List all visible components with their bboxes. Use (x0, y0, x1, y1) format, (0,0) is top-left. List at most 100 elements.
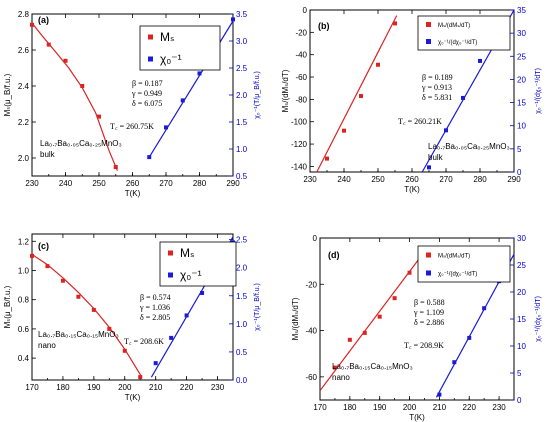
data-point (60, 278, 65, 283)
exponent-label: β = 0.187 (132, 79, 163, 88)
y2-tick-label: 2.0 (236, 91, 248, 100)
x-tick-label: 200 (403, 403, 417, 412)
sample-label: bulk (428, 153, 444, 162)
data-point (63, 58, 68, 63)
exponent-label: β = 0.588 (414, 298, 445, 307)
legend-label: Mₛ/(dMₛ/dT) (438, 23, 470, 29)
data-point (392, 296, 397, 301)
data-point (359, 94, 363, 99)
data-point (444, 128, 448, 133)
panel-label: (c) (38, 241, 49, 251)
y2-tick-label: 3.5 (236, 10, 248, 19)
data-point (76, 294, 81, 299)
y2-tick-label: 0.5 (236, 348, 248, 357)
legend-label: Mₛ/(dMₛ/dT) (438, 254, 470, 260)
legend: Mₛ χ₀⁻¹ (159, 241, 237, 287)
exponent-label: δ = 6.075 (132, 99, 162, 108)
data-point (376, 62, 380, 67)
y-tick-label: 0.6 (18, 325, 30, 334)
sample-label: La₀.₇Ba₀.₁₅Ca₀.₁₅MnO₃ (332, 362, 413, 371)
x-tick-label: 170 (313, 403, 327, 412)
tc-label: T꜀ = 260.75K (110, 122, 154, 131)
chart-panel-1: 230 240 250 260 270 280 290 2.0 2.2 2.4 2.6 2.8 0.5 1… (3, 10, 261, 198)
legend-swatch (426, 270, 431, 276)
legend-label: χ₀⁻¹/(dχ₀⁻¹/dT) (438, 272, 477, 278)
y2-tick-label: 25 (517, 52, 526, 61)
data-point (325, 156, 329, 161)
legend-box (159, 241, 237, 287)
legend-swatch (168, 250, 173, 256)
plot-frame (31, 233, 234, 381)
legend-box (417, 15, 511, 51)
x-axis-label: T(K) (125, 393, 141, 402)
y2-tick-label: 20 (517, 75, 526, 84)
chart-panel-2: 230 240 250 260 270 280 290-140-120-100-80-60-… (281, 6, 542, 194)
x-tick-label: 270 (159, 179, 173, 188)
x-tick-label: 270 (439, 175, 453, 184)
data-point (437, 392, 442, 397)
y2-tick-label: 2.5 (236, 236, 248, 245)
data-point (46, 42, 51, 47)
fit-line (316, 15, 398, 173)
legend-label: χ₀⁻¹ (180, 268, 202, 282)
exponent-label: γ = 1.109 (413, 308, 444, 317)
legend-box (417, 245, 511, 283)
data-point (478, 58, 482, 63)
y2-axis-label: χ₀⁻¹(T/μ_B/f.u.) (254, 71, 261, 119)
exponent-label: γ = 0.913 (421, 83, 452, 92)
sample-label: La₀.₇Ba₀.₁₅Ca₀.₁₅MnO₃ (38, 330, 119, 339)
data-point (107, 326, 112, 331)
data-point (200, 290, 205, 295)
legend-swatch (148, 56, 153, 62)
y2-tick-label: 1.0 (236, 320, 248, 329)
data-point (97, 114, 101, 119)
y2-tick-label: 15 (517, 99, 526, 108)
data-point (347, 337, 352, 342)
y-tick-label: 2.2 (18, 118, 30, 127)
y-axis-label: Mₛ/(dMₛ/dT) (291, 297, 300, 340)
panel-label: (b) (318, 21, 330, 31)
sample-label: La₀.₇Ba₀.₀₅Ca₀.₂₅MnO₃ (40, 139, 122, 148)
data-point (342, 128, 346, 133)
y-tick-label: -20 (295, 28, 307, 37)
y-tick-label: 0 (313, 234, 318, 243)
legend-label: χ₀⁻¹ (160, 52, 182, 66)
y-tick-label: -100 (291, 118, 308, 127)
y2-tick-label: 30 (517, 29, 526, 38)
exponent-label: γ = 1.036 (139, 303, 170, 312)
y2-tick-label: 2.5 (236, 64, 248, 73)
legend-swatch (426, 252, 431, 258)
legend-label: Mₛ (180, 246, 194, 260)
y2-tick-label: 15 (517, 315, 526, 324)
y2-tick-label: 0 (517, 168, 522, 177)
y-tick-label: -40 (295, 51, 307, 60)
exponent-label: β = 0.189 (422, 73, 453, 82)
data-point (231, 17, 235, 22)
panel-label: (d) (328, 250, 340, 260)
x-tick-label: 290 (226, 179, 240, 188)
x-tick-label: 180 (343, 403, 357, 412)
y-tick-label: -60 (305, 373, 317, 382)
legend-label: Mₛ (160, 30, 174, 44)
y2-tick-label: 2.0 (236, 264, 248, 273)
exponent-label: δ = 2.886 (414, 318, 444, 327)
data-point (180, 98, 185, 103)
x-tick-label: 200 (118, 383, 132, 392)
x-tick-label: 280 (473, 175, 487, 184)
data-point (461, 95, 465, 100)
y-tick-label: 2.0 (18, 154, 30, 163)
y2-tick-label: 10 (517, 122, 526, 131)
y2-axis-label: χ₀⁻¹/(dχ₀⁻¹/dT) (535, 296, 542, 342)
data-point (197, 71, 202, 76)
y2-tick-label: 0.5 (236, 172, 248, 181)
x-tick-label: 210 (149, 383, 163, 392)
y-tick-label: -120 (291, 140, 308, 149)
x-tick-label: 220 (180, 383, 194, 392)
x-axis-label: T(K) (125, 189, 141, 198)
y2-tick-label: 30 (517, 234, 526, 243)
x-tick-label: 230 (303, 175, 317, 184)
legend: Mₛ χ₀⁻¹ (139, 25, 221, 71)
exponent-label: δ = 2.805 (140, 313, 170, 322)
fit-line (31, 22, 118, 171)
data-point (452, 360, 457, 365)
